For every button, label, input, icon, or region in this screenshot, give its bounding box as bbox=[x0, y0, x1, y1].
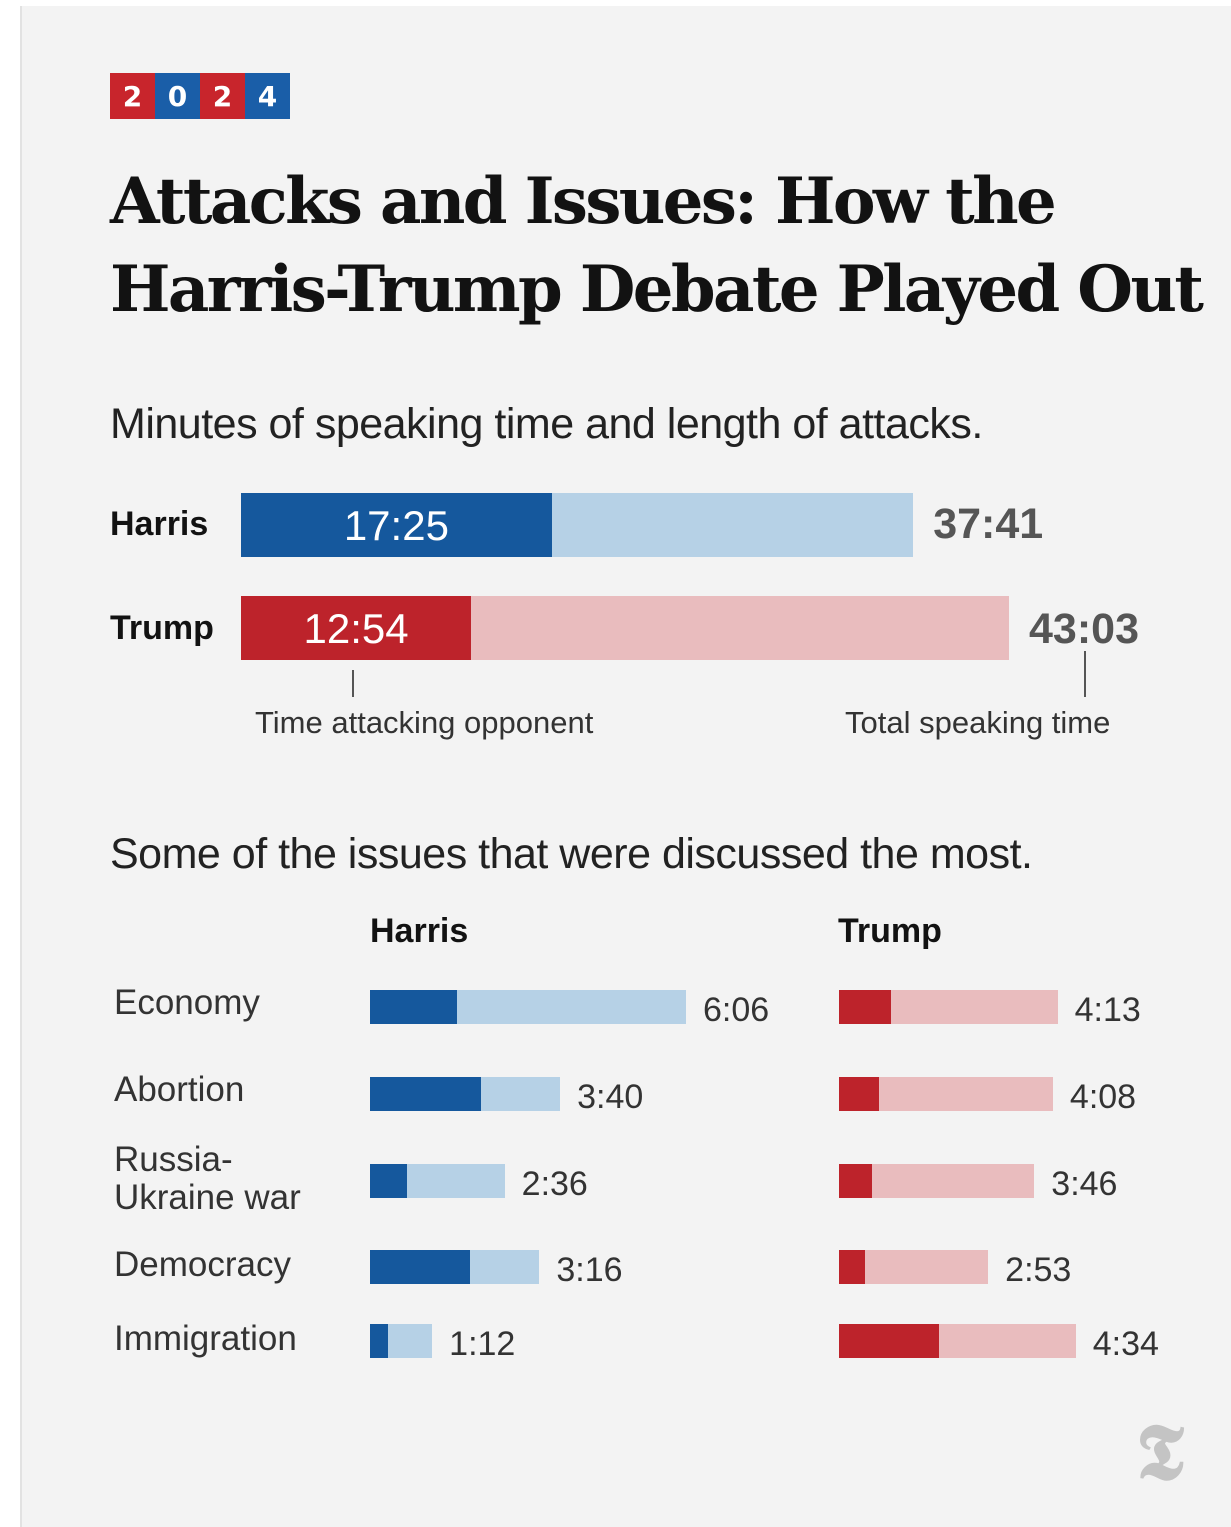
harris-issue-value-label: 3:16 bbox=[556, 1251, 623, 1289]
trump-issue-value-label: 4:13 bbox=[1074, 991, 1141, 1029]
badge-digit: 4 bbox=[245, 73, 290, 119]
attack-legend-note: Time attacking opponent bbox=[255, 705, 594, 740]
total-legend-note: Total speaking time bbox=[845, 705, 1111, 740]
chart-card bbox=[20, 6, 1231, 1527]
trump-issue-attack-bar bbox=[839, 1164, 873, 1198]
issue-label: Abortion bbox=[114, 1070, 245, 1109]
trump-total-label: 43:03 bbox=[1029, 605, 1139, 653]
harris-attack-bar bbox=[241, 493, 552, 557]
row-label-trump: Trump bbox=[110, 609, 214, 647]
total-annotation-tick bbox=[1084, 651, 1086, 697]
harris-total-label: 37:41 bbox=[933, 500, 1044, 548]
harris-issue-attack-bar bbox=[370, 990, 458, 1024]
trump-issue-value-label: 3:46 bbox=[1051, 1165, 1118, 1203]
trump-issue-value-label: 2:53 bbox=[1005, 1251, 1072, 1289]
harris-column-heading: Harris bbox=[370, 912, 469, 950]
harris-issue-value-label: 3:40 bbox=[577, 1078, 644, 1116]
nyt-logo: 𝕿 bbox=[1136, 1407, 1184, 1498]
page-title: Attacks and Issues: How the Harris-Trump… bbox=[110, 164, 1204, 327]
badge-digit: 2 bbox=[200, 73, 245, 119]
trump-issue-value-label: 4:08 bbox=[1069, 1078, 1137, 1116]
trump-attack-label: 12:54 bbox=[303, 605, 409, 652]
harris-issue-value-label: 6:06 bbox=[702, 991, 770, 1029]
issue-label: Democracy bbox=[114, 1245, 291, 1284]
harris-issue-attack-bar bbox=[370, 1324, 389, 1358]
issue-label: Immigration bbox=[114, 1319, 297, 1358]
trump-issue-attack-bar bbox=[839, 1250, 865, 1284]
trump-issue-attack-bar bbox=[839, 990, 891, 1024]
harris-attack-label: 17:25 bbox=[343, 502, 449, 549]
trump-attack-bar bbox=[241, 596, 472, 660]
trump-issue-attack-bar bbox=[839, 1324, 939, 1358]
harris-issue-attack-bar bbox=[370, 1164, 408, 1198]
badge-digit: 2 bbox=[110, 73, 155, 119]
issue-label: Economy bbox=[114, 983, 260, 1022]
badge-digit: 0 bbox=[155, 73, 200, 119]
trump-column-heading: Trump bbox=[838, 912, 942, 950]
harris-issue-attack-bar bbox=[370, 1077, 481, 1111]
attack-annotation-tick bbox=[352, 670, 354, 697]
issues-chart-subtitle: Some of the issues that were discussed t… bbox=[110, 830, 1033, 878]
year-badge: 2 0 2 4 bbox=[110, 73, 290, 119]
row-label-harris: Harris bbox=[110, 505, 209, 543]
issue-label: Russia- Ukraine war bbox=[114, 1140, 301, 1217]
harris-issue-attack-bar bbox=[370, 1250, 470, 1284]
trump-issue-attack-bar bbox=[839, 1077, 880, 1111]
harris-issue-value-label: 1:12 bbox=[449, 1325, 516, 1363]
harris-issue-value-label: 2:36 bbox=[521, 1165, 588, 1203]
speaking-chart-subtitle: Minutes of speaking time and length of a… bbox=[110, 400, 983, 448]
trump-issue-value-label: 4:34 bbox=[1092, 1325, 1159, 1363]
